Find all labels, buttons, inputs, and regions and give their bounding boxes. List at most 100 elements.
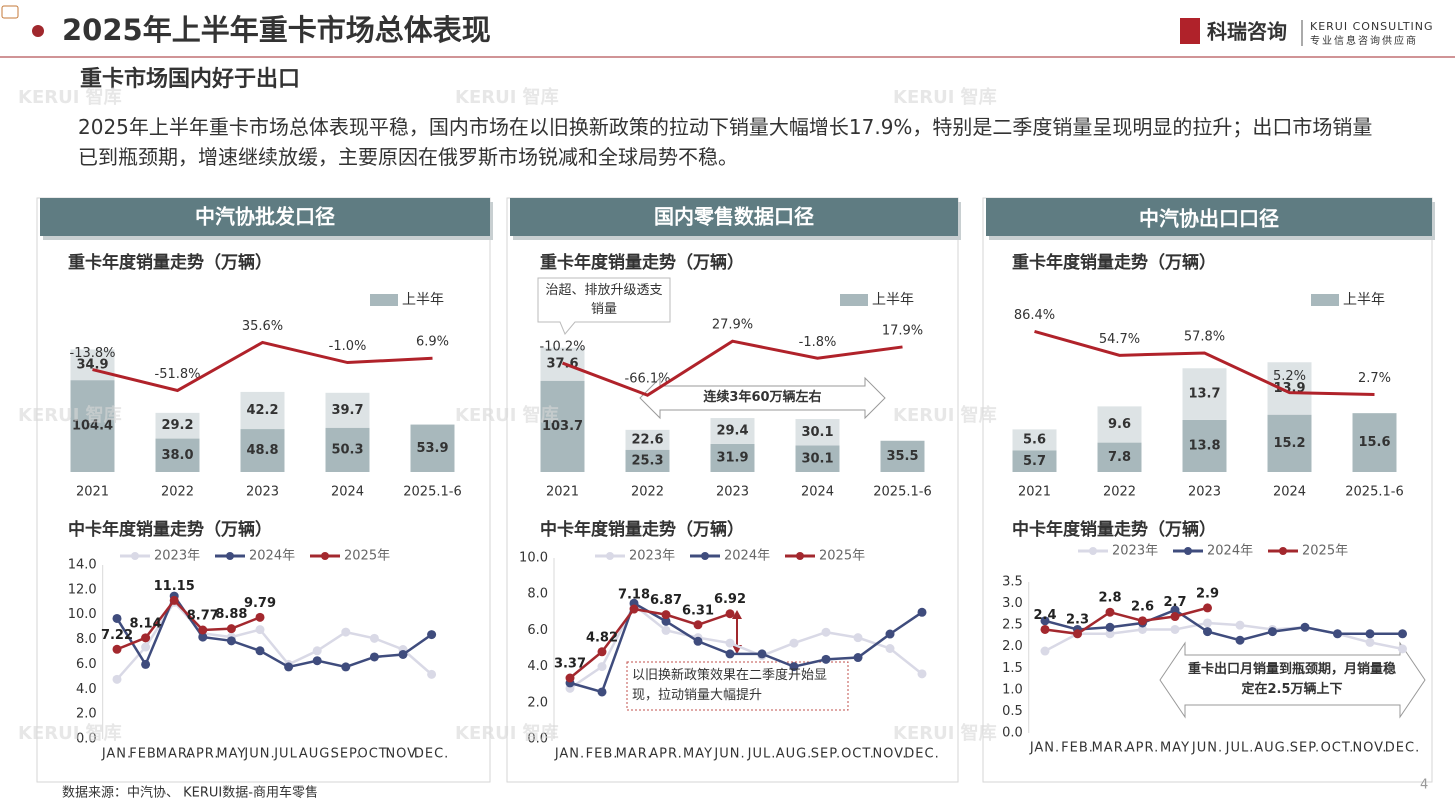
- x-tick-label: APR.: [649, 747, 682, 762]
- point: [1268, 627, 1277, 637]
- x-tick-label: DEC.: [904, 747, 939, 762]
- point: [597, 687, 607, 697]
- line-label: -51.8%: [155, 367, 201, 382]
- series-line: [1044, 621, 1403, 653]
- x-tick-label: 2025.1-6: [1345, 485, 1403, 500]
- bar: [70, 349, 115, 381]
- bar-label: 15.2: [1273, 436, 1305, 451]
- point: [341, 627, 351, 637]
- title-bullet: [32, 25, 44, 37]
- x-tick-label: NOV.: [385, 747, 420, 762]
- point-label: 9.79: [244, 596, 276, 611]
- legend-marker: [1184, 547, 1192, 555]
- x-tick-label: 2024: [1273, 485, 1306, 500]
- line-label: 35.6%: [242, 319, 283, 334]
- x-tick-label: 2024: [331, 485, 364, 500]
- y-tick-label: 3.0: [1002, 596, 1023, 611]
- bar-label: 103.7: [542, 419, 583, 434]
- legend-label: 2023年: [1112, 544, 1158, 559]
- annotation-box: [626, 661, 849, 711]
- y-tick-label: 8.0: [76, 632, 97, 647]
- bar: [710, 443, 755, 472]
- watermark: KERUI 智库: [893, 404, 997, 426]
- point: [661, 616, 671, 626]
- x-tick-label: FEB.: [586, 747, 619, 762]
- series-line: [116, 598, 261, 651]
- bar-label: 34.9: [76, 357, 108, 372]
- bar: [70, 380, 115, 472]
- point-label: 2.4: [1033, 608, 1056, 623]
- point: [1203, 627, 1212, 637]
- legend-label: 2025年: [344, 549, 390, 564]
- watermark: KERUI 智库: [455, 404, 559, 426]
- point: [198, 625, 208, 635]
- point: [885, 644, 895, 653]
- x-tick-label: 2023: [716, 485, 749, 500]
- point-label: 8.14: [130, 616, 162, 631]
- growth-line: [1034, 329, 1375, 397]
- point: [565, 673, 575, 683]
- point: [1105, 629, 1115, 639]
- watermark: KERUI 智库: [893, 86, 997, 108]
- point: [661, 625, 671, 635]
- point: [853, 653, 863, 663]
- y-tick-label: 2.0: [1002, 639, 1023, 654]
- line-label: 27.9%: [712, 318, 753, 333]
- x-tick-label: 2021: [1018, 485, 1051, 500]
- x-tick-label: 2021: [76, 485, 109, 500]
- point: [427, 669, 437, 679]
- x-tick-label: 2022: [1103, 485, 1136, 500]
- bar-label: 53.9: [416, 441, 448, 456]
- line-label: 17.9%: [882, 323, 923, 338]
- bar-label: 30.1: [801, 425, 833, 440]
- bar: [625, 429, 670, 450]
- bar: [240, 429, 285, 472]
- y-tick-label: 2.0: [76, 707, 97, 722]
- x-tick-label: MAY: [683, 747, 713, 762]
- series-line: [569, 607, 731, 679]
- body-text: 2025年上半年重卡市场总体表现平稳，国内市场在以旧换新政策的拉动下销量大幅增长…: [78, 115, 1373, 169]
- bar: [1267, 362, 1312, 415]
- x-tick-label: JUN.: [243, 747, 275, 762]
- x-tick-label: 2023: [246, 485, 279, 500]
- point: [112, 644, 122, 654]
- series-line: [1044, 606, 1208, 636]
- bar: [1267, 414, 1312, 472]
- x-tick-label: JAN.: [554, 747, 585, 762]
- slide-title: 2025年上半年重卡市场总体表现: [62, 13, 491, 47]
- y-tick-label: 4.0: [76, 682, 97, 697]
- point: [1235, 635, 1245, 645]
- callout-box: [537, 277, 671, 335]
- bar: [1012, 450, 1057, 472]
- point: [1300, 622, 1310, 632]
- legend-label: 2024年: [1207, 544, 1253, 559]
- point: [725, 609, 735, 619]
- legend-marker: [1089, 547, 1097, 555]
- point: [255, 612, 265, 622]
- bar: [1352, 413, 1397, 472]
- legend-marker: [226, 552, 234, 560]
- annotation-text: 治超、排放升级透支销量: [545, 283, 663, 317]
- watermark: KERUI 智库: [18, 722, 122, 744]
- chart-title: 重卡年度销量走势（万辆）: [68, 252, 272, 273]
- point: [661, 610, 671, 620]
- line-label: -13.8%: [70, 346, 116, 361]
- point-label: 6.31: [682, 603, 714, 618]
- x-tick-label: SEP.: [1290, 741, 1320, 756]
- bar-label: 22.6: [631, 432, 663, 447]
- x-tick-label: MAR.: [1092, 741, 1129, 756]
- point: [789, 638, 799, 648]
- point: [112, 674, 122, 684]
- x-tick-label: APR.: [1126, 741, 1159, 756]
- point: [1170, 612, 1180, 622]
- point-label: 6.92: [714, 592, 746, 607]
- bar-label: 29.2: [161, 418, 193, 433]
- y-tick-label: 3.5: [1002, 575, 1023, 590]
- y-tick-label: 4.0: [527, 659, 548, 674]
- x-tick-label: NOV.: [872, 747, 907, 762]
- legend-label: 2025年: [819, 549, 865, 564]
- y-tick-label: 0.0: [1002, 726, 1023, 741]
- point: [1105, 607, 1115, 617]
- point: [1040, 624, 1050, 634]
